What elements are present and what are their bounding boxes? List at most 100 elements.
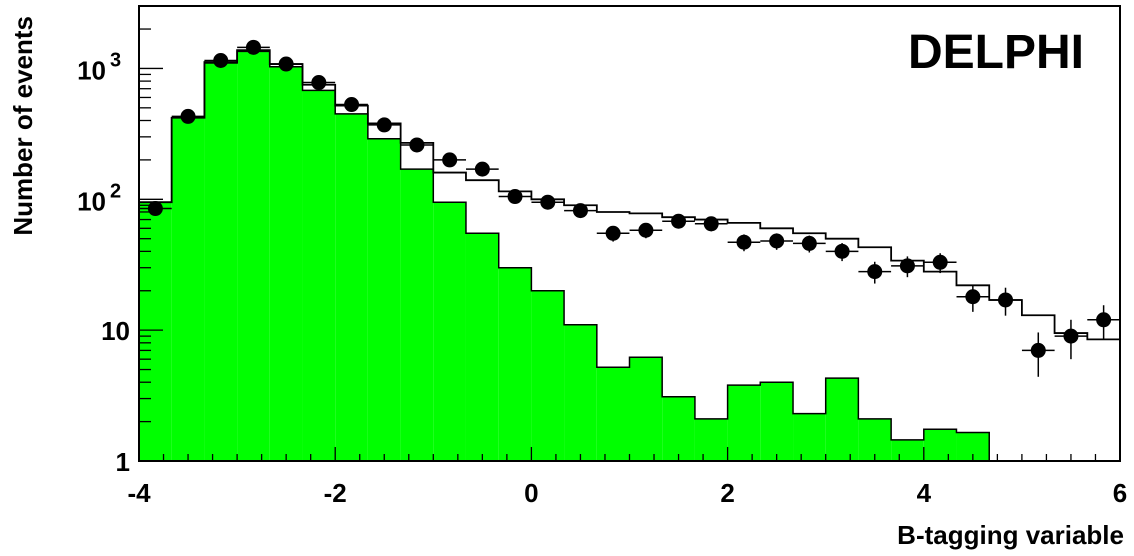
green-bar [891,439,924,461]
green-bar [825,378,859,461]
data-marker [638,222,654,238]
data-marker [605,225,621,241]
y-tick-base: 10 [101,316,130,346]
green-bar [237,51,270,462]
data-point [792,235,826,253]
data-point [237,39,270,55]
data-point [760,233,793,250]
data-marker [1030,342,1046,358]
data-marker [245,39,261,55]
green-bar [465,233,499,461]
data-point [204,52,238,68]
green-bar [433,202,466,462]
data-marker [572,203,588,219]
green-bar [302,90,336,462]
y-tick-exponent: 2 [110,180,121,202]
data-marker [474,161,490,177]
data-marker [376,117,392,133]
data-point [1021,332,1055,377]
data-point [694,216,728,232]
green-bar [498,267,532,461]
green-bar [367,138,401,462]
data-point [564,203,597,219]
data-marker [1096,312,1112,328]
data-marker [736,234,752,250]
data-point [662,213,695,229]
filled-histogram [138,50,990,462]
green-bar [335,113,368,461]
y-tick-label: 1 [116,447,130,477]
green-bar [760,382,794,461]
data-point [433,152,467,168]
green-bar [694,418,728,461]
data-point [466,161,499,177]
green-bar [204,63,238,461]
y-tick-exponent: 3 [110,49,121,71]
data-point [269,56,303,72]
data-marker [834,243,850,259]
x-tick-label: 4 [917,478,932,508]
green-bar [269,66,303,461]
green-bar [662,396,695,461]
data-marker [998,292,1014,308]
data-marker [703,216,719,232]
data-point [596,225,630,242]
data-point [171,108,205,124]
green-bar [793,413,826,461]
data-marker [769,233,785,249]
y-axis-title: Number of events [8,16,38,236]
simulation-step-line [139,49,1120,341]
data-marker [409,137,425,153]
data-marker [540,194,556,210]
data-marker [867,264,883,280]
data-marker [344,97,360,113]
data-point [335,97,368,113]
data-marker [311,75,327,91]
data-marker [180,108,196,124]
data-point [727,234,761,252]
green-bar [531,290,565,461]
green-bar [596,367,630,461]
data-marker [932,254,948,270]
green-bar [139,202,172,462]
data-marker [1063,328,1079,344]
data-point [923,253,957,274]
data-points [139,39,1120,377]
data-marker [278,56,294,72]
green-bar [171,117,205,461]
data-marker [671,213,687,229]
y-tick-label: 10 [101,316,130,346]
green-bar [629,357,663,461]
data-point [302,75,336,91]
x-axis-title: B-tagging variable [897,520,1124,550]
green-bar [858,418,892,461]
data-marker [213,52,229,68]
experiment-label: DELPHI [908,26,1084,79]
data-point [1054,319,1088,360]
data-marker [965,289,981,305]
y-tick-base: 10 [77,55,106,85]
x-tick-label: 0 [524,478,538,508]
step-histogram [139,49,1120,341]
x-tick-label: 6 [1113,478,1127,508]
data-point [956,284,990,312]
data-point [139,201,172,217]
green-bar [923,429,957,461]
axis-ticks [138,5,1121,462]
data-point [400,137,434,153]
data-point [498,189,532,205]
data-point [891,256,924,278]
x-tick-label: -4 [127,478,151,508]
data-point [1087,305,1120,340]
x-tick-label: 2 [720,478,734,508]
green-bar [564,324,597,461]
green-bar [727,385,761,461]
data-marker [507,189,523,205]
y-tick-label: 10 2 [77,180,121,216]
x-tick-labels: -4 -2 0 2 4 6 [127,478,1127,508]
y-tick-base: 10 [77,186,106,216]
data-point [858,261,892,284]
data-marker [801,235,817,251]
data-point [989,287,1022,316]
